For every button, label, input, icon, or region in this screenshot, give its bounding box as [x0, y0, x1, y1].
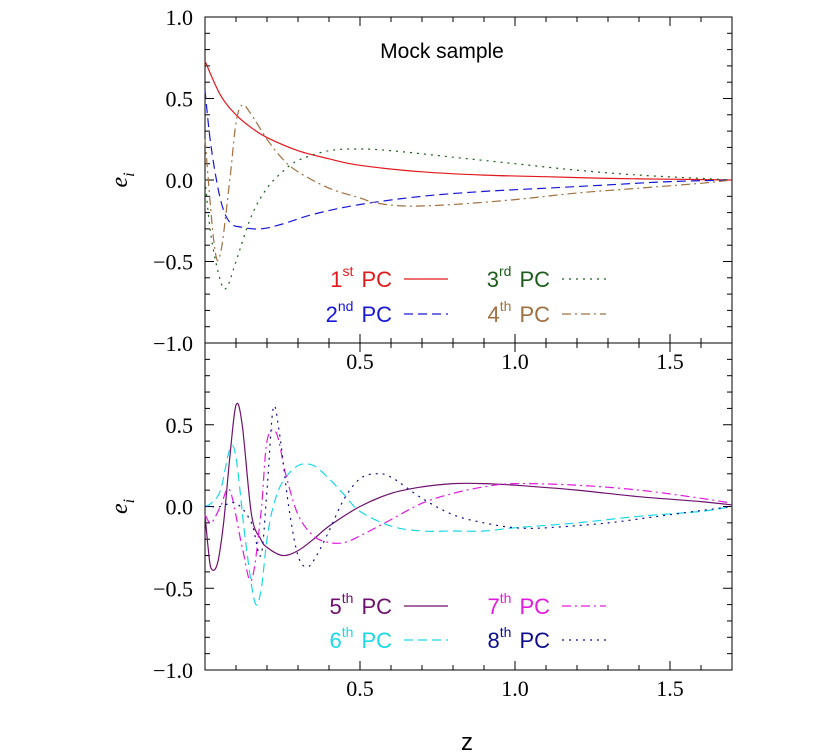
panel-annotation: Mock sample: [380, 40, 504, 63]
legend-entry-4th: 4th PC: [488, 298, 606, 327]
y-tick-label: 0.5: [166, 87, 194, 112]
series-line-7th: [204, 428, 733, 582]
legend-label: 1st PC: [330, 263, 392, 292]
legend-entry-5th: 5th PC: [330, 590, 448, 619]
legend-entry-8th: 8th PC: [488, 624, 606, 653]
series-line-5th: [204, 402, 733, 571]
plot-frame: [204, 342, 733, 671]
legend-label: 2nd PC: [326, 298, 393, 327]
legend-label: 6th PC: [330, 624, 393, 653]
legend-entry-2nd: 2nd PC: [326, 298, 448, 327]
y-tick-label: 0.5: [166, 413, 194, 438]
series-line-3rd: [204, 148, 733, 290]
series-line-4th: [204, 104, 733, 262]
top-panel: 0.5 1.0 1.5 1.0 0.5 0.0 −0.5 −1.0 ei Mock sample 1…: [107, 5, 733, 374]
series-line-1st: [204, 60, 733, 181]
y-axis-label: ei: [107, 499, 138, 514]
plot-frame: [204, 16, 733, 344]
x-tick-label: 0.5: [346, 676, 374, 701]
legend-label: 5th PC: [330, 590, 393, 619]
x-tick-label: 1.5: [656, 349, 684, 374]
legend-entry-3rd: 3rd PC: [487, 263, 606, 292]
legend-label: 7th PC: [488, 590, 551, 619]
x-tick-label: 1.0: [501, 349, 529, 374]
legend-entry-6th: 6th PC: [330, 624, 448, 653]
y-tick-label: −0.5: [153, 576, 193, 601]
bottom-panel: 0.5 1.0 1.5 0.5 0.0 −0.5 −1.0 ei 5th PC 6th PC 7th PC…: [107, 342, 733, 701]
legend-label: 8th PC: [488, 624, 551, 653]
y-tick-label: 0.0: [166, 168, 194, 193]
x-axis-label: z: [461, 729, 473, 754]
y-tick-label: 1.0: [166, 5, 194, 30]
x-tick-label: 0.5: [346, 349, 374, 374]
y-tick-label: −1.0: [153, 331, 193, 356]
y-tick-label: 0.0: [166, 495, 194, 520]
legend-label: 4th PC: [488, 298, 551, 327]
series-line-8th: [204, 405, 733, 568]
y-tick-label: −1.0: [153, 658, 193, 683]
legend-label: 3rd PC: [487, 263, 550, 292]
x-tick-label: 1.5: [656, 676, 684, 701]
series-line-6th: [204, 444, 733, 606]
y-tick-label: −0.5: [153, 250, 193, 275]
legend-entry-7th: 7th PC: [488, 590, 606, 619]
series-line-2nd: [204, 90, 733, 230]
legend-entry-1st: 1st PC: [330, 263, 448, 292]
x-tick-label: 1.0: [501, 676, 529, 701]
y-axis-label: ei: [107, 172, 138, 187]
